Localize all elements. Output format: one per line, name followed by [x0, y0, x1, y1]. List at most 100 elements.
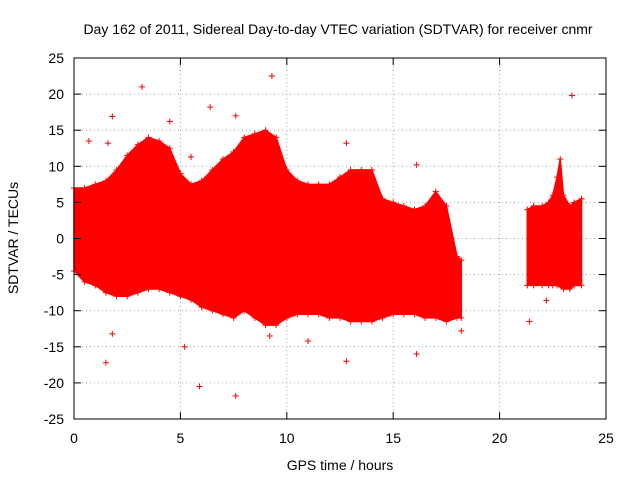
outlier-point — [568, 92, 575, 99]
y-tick-label: 25 — [48, 50, 64, 66]
outlier-point — [543, 297, 550, 304]
edge-point — [326, 181, 333, 188]
edge-point — [251, 314, 258, 321]
edge-point — [458, 314, 465, 321]
edge-point — [145, 134, 152, 141]
y-tick-label: 0 — [56, 231, 64, 247]
y-axis-label: SDTVAR / TECUs — [5, 182, 21, 294]
edge-point — [219, 311, 226, 318]
edge-point — [368, 166, 375, 173]
edge-point — [347, 166, 354, 173]
edge-point — [358, 166, 365, 173]
edge-point — [102, 177, 109, 184]
edge-point — [566, 203, 573, 210]
outlier-point — [196, 383, 203, 390]
edge-point — [432, 188, 439, 195]
edge-point — [379, 314, 386, 321]
edge-point — [530, 203, 537, 210]
outlier-point — [207, 104, 214, 111]
edge-point — [390, 199, 397, 206]
edge-point — [145, 286, 152, 293]
edge-point — [81, 184, 88, 191]
data-points — [71, 73, 585, 399]
edge-point — [262, 127, 269, 134]
x-tick-label: 20 — [492, 430, 508, 446]
edge-point — [188, 181, 195, 188]
y-tick-labels: 25 20 15 10 5 0 -5 -10 -15 -20 -25 — [44, 50, 64, 427]
edge-point — [571, 199, 578, 206]
outlier-point — [413, 161, 420, 168]
edge-point — [230, 314, 237, 321]
edge-point — [198, 304, 205, 311]
edge-point — [219, 156, 226, 163]
edge-point — [400, 311, 407, 318]
edge-point — [283, 166, 290, 173]
x-tick-label: 5 — [177, 430, 185, 446]
outlier-point — [109, 113, 116, 120]
edge-point — [102, 289, 109, 296]
edge-point — [92, 181, 99, 188]
edge-point — [554, 282, 561, 289]
x-tick-labels: 0 5 10 15 20 25 — [70, 430, 614, 446]
x-tick-label: 0 — [70, 430, 78, 446]
edge-point — [273, 322, 280, 329]
y-tick-label: 10 — [48, 158, 64, 174]
edge-point — [315, 181, 322, 188]
outlier-point — [105, 140, 112, 147]
edge-point — [530, 282, 537, 289]
edge-point — [458, 257, 465, 264]
edge-point — [571, 282, 578, 289]
outlier-point — [413, 351, 420, 358]
edge-point — [578, 195, 585, 202]
edge-point — [166, 289, 173, 296]
outlier-point — [458, 327, 465, 334]
outlier-point — [139, 83, 146, 90]
data-band-late — [526, 158, 583, 290]
edge-point — [539, 203, 546, 210]
edge-point — [539, 282, 546, 289]
edge-point — [524, 206, 531, 213]
edge-point — [305, 311, 312, 318]
edge-point — [156, 286, 163, 293]
edge-point — [545, 199, 552, 206]
edge-point — [400, 203, 407, 210]
edge-point — [432, 314, 439, 321]
edge-point — [241, 134, 248, 141]
edge-point — [422, 314, 429, 321]
edge-point — [294, 177, 301, 184]
edge-point — [92, 282, 99, 289]
y-tick-label: -10 — [44, 303, 64, 319]
outlier-point — [188, 153, 195, 160]
outlier-point — [166, 118, 173, 125]
x-axis-label: GPS time / hours — [287, 457, 394, 473]
outlier-point — [102, 359, 109, 366]
edge-point — [557, 156, 564, 163]
outlier-point — [266, 332, 273, 339]
edge-point — [113, 166, 120, 173]
edge-point — [188, 296, 195, 303]
edge-point — [578, 282, 585, 289]
outlier-point — [268, 73, 275, 80]
edge-point — [209, 166, 216, 173]
x-tick-label: 25 — [598, 430, 614, 446]
edge-point — [411, 311, 418, 318]
edge-point — [166, 145, 173, 152]
edge-point — [443, 318, 450, 325]
edge-point — [124, 152, 131, 159]
y-tick-label: -15 — [44, 339, 64, 355]
tick-marks — [73, 57, 607, 420]
edge-point — [554, 174, 561, 181]
outlier-point — [85, 138, 92, 145]
edge-point — [209, 307, 216, 314]
edge-point — [566, 286, 573, 293]
edge-point — [337, 174, 343, 181]
edge-point — [560, 192, 567, 199]
edge-point — [262, 322, 269, 329]
y-tick-label: -25 — [44, 411, 64, 427]
edge-point — [198, 177, 205, 184]
edge-point — [134, 141, 141, 148]
edge-point — [177, 170, 184, 177]
edge-point — [358, 318, 365, 325]
edge-point — [524, 282, 531, 289]
edge-point — [390, 311, 397, 318]
